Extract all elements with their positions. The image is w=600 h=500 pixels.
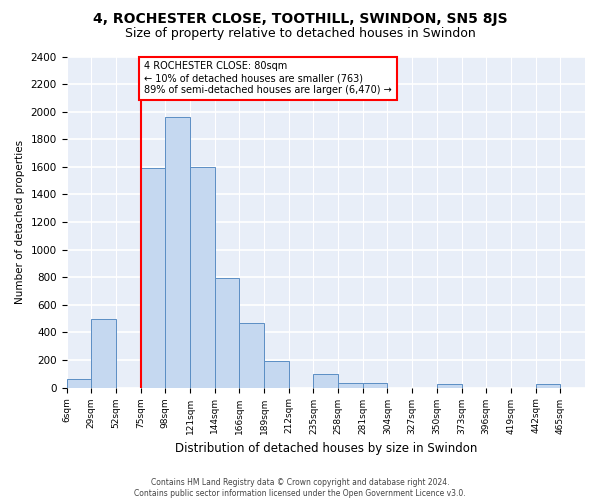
Text: Size of property relative to detached houses in Swindon: Size of property relative to detached ho… (125, 28, 475, 40)
Bar (215, 278, 239, 388)
X-axis label: Distribution of detached houses by size in Swindon: Distribution of detached houses by size … (175, 442, 477, 455)
Bar (190, 167, 215, 388)
Text: 4, ROCHESTER CLOSE, TOOTHILL, SWINDON, SN5 8JS: 4, ROCHESTER CLOSE, TOOTHILL, SWINDON, S… (92, 12, 508, 26)
Bar (437, 384, 461, 388)
Bar (536, 384, 560, 388)
Text: 4 ROCHESTER CLOSE: 80sqm
← 10% of detached houses are smaller (763)
89% of semi-: 4 ROCHESTER CLOSE: 80sqm ← 10% of detach… (144, 62, 392, 94)
Bar (165, 117, 190, 388)
Bar (91, 318, 116, 388)
Bar (363, 384, 388, 388)
Y-axis label: Number of detached properties: Number of detached properties (15, 140, 25, 304)
Bar (67, 380, 91, 388)
Bar (140, 168, 165, 388)
Bar (338, 382, 363, 388)
Bar (264, 360, 289, 388)
Bar (239, 322, 264, 388)
Bar (313, 374, 338, 388)
Text: Contains HM Land Registry data © Crown copyright and database right 2024.
Contai: Contains HM Land Registry data © Crown c… (134, 478, 466, 498)
